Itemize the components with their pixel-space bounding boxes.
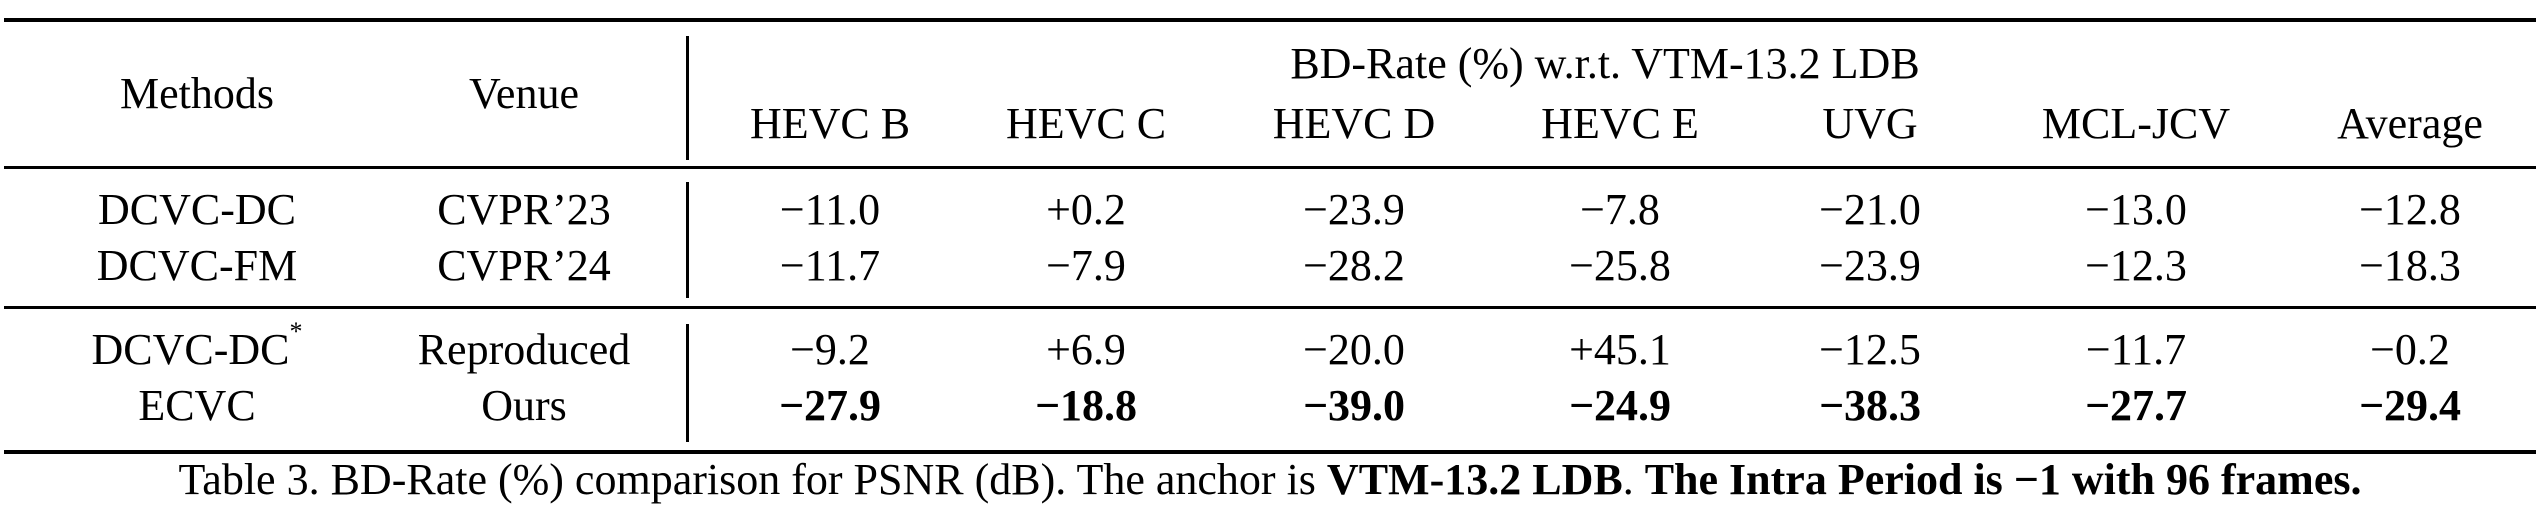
method-name: DCVC-FM — [97, 238, 298, 294]
col-header-dataset: HEVC C — [1005, 99, 1167, 148]
bd-rate-value: −0.2 — [2370, 325, 2450, 374]
bd-rate-value: −23.9 — [1303, 185, 1405, 234]
bd-rate-value: −7.8 — [1580, 185, 1660, 234]
bd-rate-value: −11.7 — [2085, 325, 2187, 374]
method-name: DCVC-DC* — [91, 319, 302, 378]
venue: Ours — [481, 381, 567, 430]
group-header-bd-rate: BD-Rate (%) w.r.t. VTM-13.2 LDB — [1290, 39, 1920, 88]
bd-rate-value: −12.3 — [2085, 241, 2187, 290]
bd-rate-value: −12.5 — [1819, 325, 1921, 374]
method-label: DCVC-DC — [97, 185, 297, 234]
table-caption: Table 3. BD-Rate (%) comparison for PSNR… — [0, 452, 2540, 508]
bottom-rule — [4, 450, 2536, 454]
bd-rate-value: −12.8 — [2359, 185, 2461, 234]
col-header-dataset: HEVC D — [1272, 99, 1436, 148]
bd-rate-value: −38.3 — [1818, 381, 1922, 430]
bd-rate-value: −11.0 — [779, 185, 881, 234]
caption-separator: . — [1622, 455, 1645, 504]
col-header-venue: Venue — [469, 69, 579, 118]
bd-rate-value: −20.0 — [1303, 325, 1405, 374]
top-rule — [4, 18, 2536, 22]
col-header-dataset: HEVC B — [749, 99, 911, 148]
header-bottom-rule — [4, 166, 2536, 169]
col-header-dataset: UVG — [1822, 99, 1918, 148]
bd-rate-value: −13.0 — [2085, 185, 2187, 234]
col-header-methods: Methods — [120, 69, 274, 118]
bd-rate-value: −9.2 — [790, 325, 870, 374]
bd-rate-value: −24.9 — [1568, 381, 1672, 430]
bd-rate-value: +45.1 — [1569, 325, 1671, 374]
bd-rate-value: +6.9 — [1046, 325, 1126, 374]
venue: CVPR’23 — [437, 185, 611, 234]
col-header-dataset: MCL-JCV — [2041, 99, 2231, 148]
bd-rate-value: +0.2 — [1046, 185, 1126, 234]
caption-note: The Intra Period is −1 with 96 frames. — [1644, 455, 2362, 504]
bd-rate-value: −28.2 — [1303, 241, 1405, 290]
method-label: DCVC-FM — [96, 241, 298, 290]
bd-rate-value: −23.9 — [1819, 241, 1921, 290]
group2-vertical-rule — [686, 324, 689, 442]
col-header-dataset: HEVC E — [1541, 99, 1699, 148]
caption-anchor: VTM-13.2 LDB — [1326, 455, 1623, 504]
group-separator-rule — [4, 306, 2536, 309]
col-header-dataset: Average — [2337, 99, 2483, 148]
bd-rate-value: −25.8 — [1569, 241, 1671, 290]
method-marker: * — [289, 317, 303, 347]
venue: Reproduced — [417, 325, 631, 374]
group1-vertical-rule — [686, 182, 689, 298]
caption-prefix: Table 3. BD-Rate (%) comparison for PSNR… — [178, 455, 1327, 504]
bd-rate-value: −11.7 — [779, 241, 881, 290]
bd-rate-value: −29.4 — [2358, 381, 2462, 430]
bd-rate-value: −18.8 — [1034, 381, 1138, 430]
bd-rate-value: −39.0 — [1302, 381, 1406, 430]
header-vertical-rule — [686, 36, 689, 160]
venue: CVPR’24 — [437, 241, 611, 290]
bd-rate-value: −27.7 — [2084, 381, 2188, 430]
method-name: DCVC-DC — [98, 182, 296, 238]
bd-rate-value: −21.0 — [1819, 185, 1921, 234]
bd-rate-value: −18.3 — [2359, 241, 2461, 290]
method-label: DCVC-DC — [91, 325, 290, 374]
bd-rate-value: −7.9 — [1046, 241, 1126, 290]
bd-rate-value: −27.9 — [778, 381, 882, 430]
method-label: ECVC — [138, 381, 256, 430]
method-name: ECVC — [138, 378, 255, 434]
